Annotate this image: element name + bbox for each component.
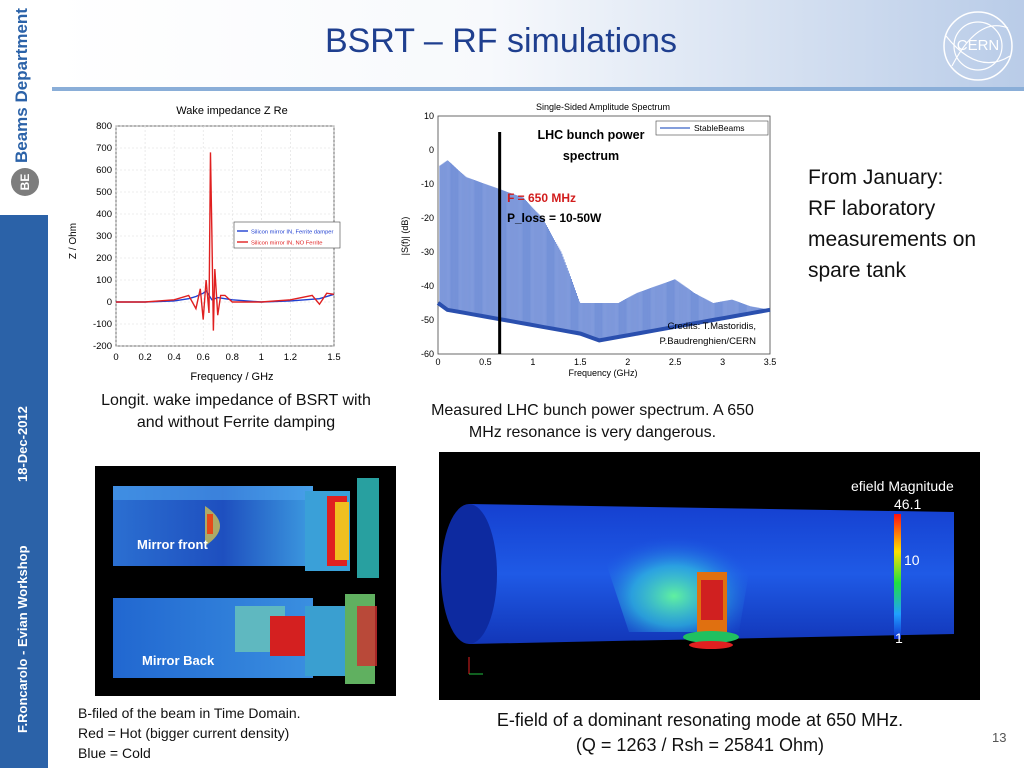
y-axis-label: |S(f)| (dB) [400,217,410,256]
x-tick-label: 1.5 [574,357,587,367]
sidebar: Beams Department BE 18-Dec-2012 F.Roncar… [0,0,48,768]
cern-logo-text: CERN [957,37,1000,54]
x-tick-label: 1 [259,352,264,363]
spectrum-chart: Single-Sided Amplitude Spectrum 100-10-2… [398,96,778,386]
cern-logo: CERN [943,11,1013,81]
y-tick-labels: 800 700 600 500 400 300 200 100 0 -100 -200 [93,121,112,352]
y-tick-label: -20 [421,213,434,223]
y-tick-label: -10 [421,179,434,189]
x-tick-label: 0.5 [479,357,492,367]
y-tick-label: -100 [93,319,112,330]
annotation-title-line1: LHC bunch power [538,128,645,142]
y-tick-label: 200 [96,253,112,264]
series-lines [116,152,335,331]
b-field-simulation-image: Mirror front Mirror Back [95,466,396,696]
be-logo: BE [11,168,39,196]
x-tick-label: 0.2 [138,352,151,363]
y-tick-label: -200 [93,341,112,352]
x-tick-labels: 0 0.2 0.4 0.6 0.8 1 1.2 1.5 [113,352,340,363]
right-note: From January: RF laboratory measurements… [808,162,1018,286]
page-title: BSRT – RF simulations [324,22,678,60]
note-line: measurements on [808,228,977,251]
note-line: spare tank [808,259,907,282]
y-tick-label: 10 [424,111,434,121]
note-line: From January: [808,166,944,189]
y-tick-label: 100 [96,275,112,286]
note-line: RF laboratory [808,197,936,220]
b-field-caption: B-filed of the beam in Time Domain. Red … [78,703,301,763]
x-tick-label: 1.5 [327,352,340,363]
sidebar-bottom [0,215,48,768]
y-tick-label: 700 [96,143,112,154]
x-tick-label: 0.4 [168,352,181,363]
series-fill [436,115,771,355]
legend-label: Silicon mirror IN, NO Ferrite [251,241,323,247]
x-tick-label: 0.8 [226,352,239,363]
chart-grid [115,125,335,347]
caption-line: Blue = Cold [78,745,151,761]
x-tick-label: 3 [720,357,725,367]
spectrum-floor [436,301,771,343]
chart-legend: StableBeams [655,120,769,136]
e-field-simulation-image: efield Magnitude 46.1 10 1 [439,452,980,700]
chart-legend: Silicon mirror IN, Ferrite damper Silicon… [233,221,341,249]
legend-box [655,120,769,136]
y-axis-label: Z / Ohm [68,223,79,259]
x-tick-labels: 0 0.5 1 1.5 2 2.5 3 3.5 [435,357,776,367]
header-band [52,0,1024,87]
wake-impedance-chart: Wake impedance Z Re 800 700 600 500 400 300 20… [62,96,352,386]
x-tick-label: 0 [113,352,118,363]
y-tick-label: 300 [96,231,112,242]
x-tick-label: 1 [530,357,535,367]
y-tick-label: 400 [96,209,112,220]
x-tick-label: 0.6 [197,352,210,363]
y-tick-label: 600 [96,165,112,176]
y-tick-label: 0 [429,145,434,155]
y-tick-label: -60 [421,349,434,359]
label-mirror-back: Mirror Back [142,653,215,668]
caption-line: (Q = 1263 / Rsh = 25841 Ohm) [575,735,825,755]
y-tick-label: -30 [421,247,434,257]
scale-min: 1 [895,630,903,646]
y-tick-label: 800 [96,121,112,132]
legend-title: efield Magnitude [851,478,954,494]
label-mirror-front: Mirror front [137,537,208,552]
spectrum-caption: Measured LHC bunch power spectrum. A 650… [431,402,754,441]
page-number: 13 [992,730,1007,745]
caption-line: E-field of a dominant resonating mode at… [496,710,904,730]
annotation-title-line2: spectrum [563,149,619,163]
scale-mid: 10 [904,552,920,568]
x-tick-label: 0 [435,357,440,367]
e-field-caption: E-field of a dominant resonating mode at… [440,708,960,758]
date-label: 18-Dec-2012 [15,406,30,482]
annotation-frequency: F = 650 MHz [507,191,576,205]
x-axis-label: Frequency (GHz) [568,368,637,378]
x-tick-label: 1.2 [284,352,297,363]
y-tick-labels: 10 0 -10 -20 -30 -40 -50 -60 [421,111,434,359]
wake-caption: Longit. wake impedance of BSRT with and … [101,392,371,431]
header-divider [52,87,1024,91]
x-axis-label: Frequency / GHz [190,371,273,383]
annotation-ploss: P_loss = 10-50W [507,211,602,225]
series-line [116,152,335,331]
chart-title: Single-Sided Amplitude Spectrum [536,102,670,112]
credits-line1: Credits: T.Mastoridis, [667,321,756,332]
legend-box [233,221,341,249]
author-label: F.Roncarolo - Evian Workshop [15,545,30,733]
x-tick-label: 2.5 [669,357,682,367]
caption-line: Red = Hot (bigger current density) [78,725,290,741]
scale-max: 46.1 [894,496,922,512]
legend-label: Silicon mirror IN, Ferrite damper [251,230,334,236]
x-tick-label: 3.5 [764,357,777,367]
y-tick-label: 500 [96,187,112,198]
y-tick-label: -50 [421,315,434,325]
y-tick-label: 0 [107,297,112,308]
x-tick-label: 2 [625,357,630,367]
caption-line: B-filed of the beam in Time Domain. [78,705,301,721]
credits-line2: P.Baudrenghien/CERN [660,336,757,347]
legend-label: StableBeams [694,123,745,133]
y-tick-label: -40 [421,281,434,291]
chart-title: Wake impedance Z Re [176,105,287,117]
